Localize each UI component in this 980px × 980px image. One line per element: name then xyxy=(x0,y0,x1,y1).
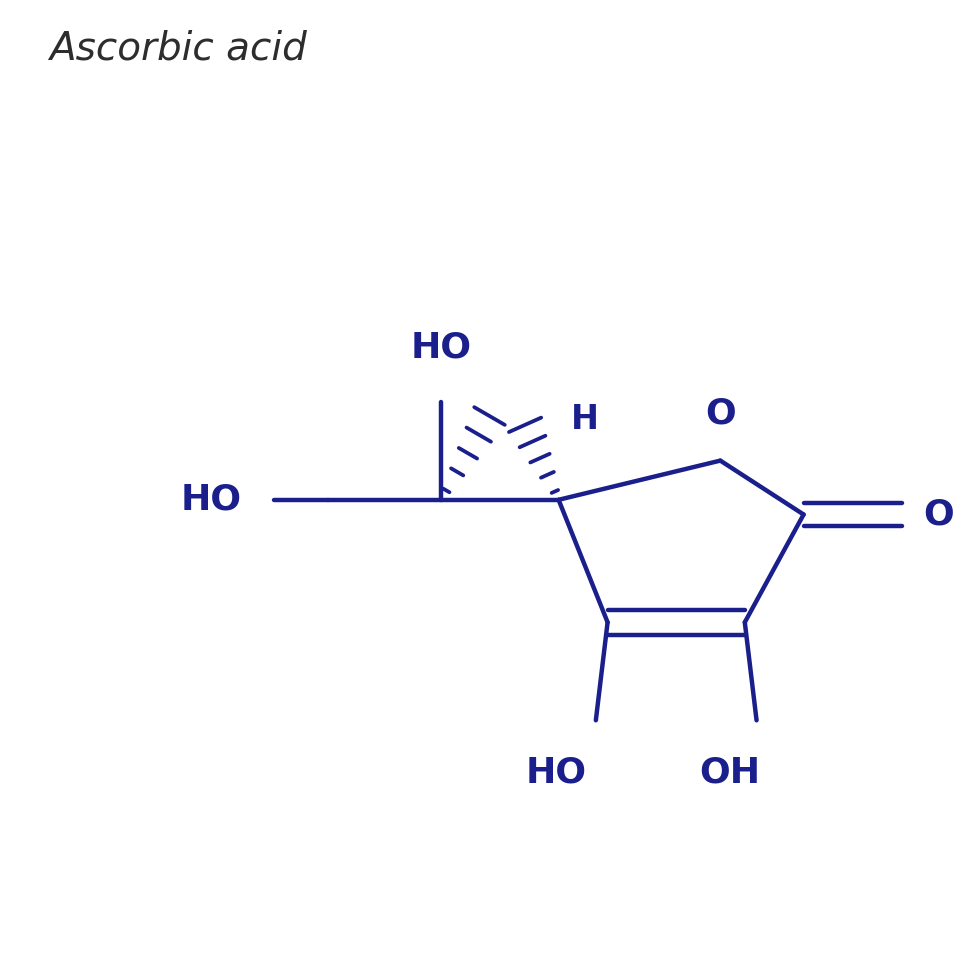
Text: O: O xyxy=(923,498,955,531)
Text: OH: OH xyxy=(700,756,760,789)
Text: HO: HO xyxy=(526,756,587,789)
Text: H: H xyxy=(571,403,599,436)
Text: Ascorbic acid: Ascorbic acid xyxy=(49,29,307,68)
Text: HO: HO xyxy=(180,483,241,516)
Text: HO: HO xyxy=(411,331,471,365)
Text: O: O xyxy=(705,397,736,430)
